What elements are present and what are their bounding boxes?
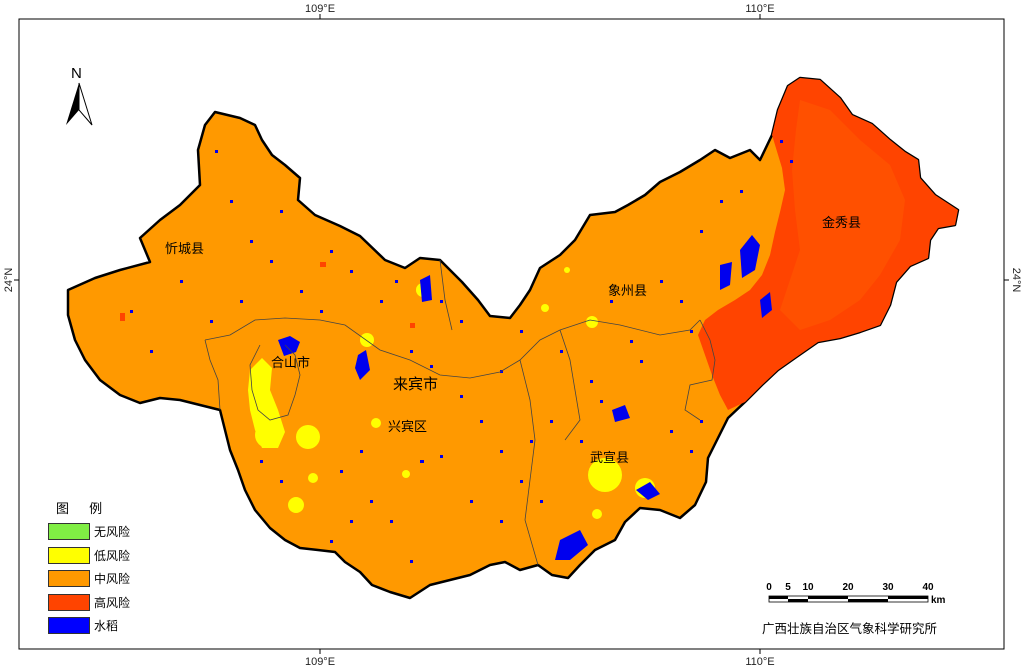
label-xincheng: 忻城县 xyxy=(165,242,204,257)
legend-item-low: 低风险 xyxy=(48,544,130,568)
legend: 无风险 低风险 中风险 高风险 水稻 xyxy=(48,520,130,638)
legend-swatch xyxy=(48,546,90,564)
label-laibin: 来宾市 xyxy=(393,375,438,393)
county-boundaries xyxy=(204,259,716,566)
legend-item-medium: 中风险 xyxy=(48,567,130,591)
north-label: N xyxy=(71,65,82,82)
legend-swatch xyxy=(48,617,90,635)
legend-label: 低风险 xyxy=(94,548,131,563)
scale-unit: km xyxy=(931,595,946,606)
scale-bar: 0 5 10 20 30 40 km xyxy=(766,582,946,606)
right-lat-label: 24°N xyxy=(1010,268,1022,293)
legend-item-none: 无风险 xyxy=(48,520,130,544)
top-lon-label-right: 110°E xyxy=(745,3,774,15)
legend-swatch xyxy=(48,570,90,588)
top-lon-label-left: 109°E xyxy=(305,3,335,15)
legend-item-rice: 水稻 xyxy=(48,614,130,638)
label-jinxiu: 金秀县 xyxy=(822,215,861,231)
legend-swatch xyxy=(48,593,90,611)
scale-tick-label: 20 xyxy=(842,582,854,593)
scale-tick-label: 40 xyxy=(922,582,934,593)
bottom-lon-label-right: 110°E xyxy=(745,656,774,668)
legend-label: 无风险 xyxy=(94,525,131,540)
scale-tick-label: 0 xyxy=(766,582,772,593)
legend-title: 图 例 xyxy=(56,502,111,517)
credit-text: 广西壮族自治区气象科学研究所 xyxy=(762,621,938,636)
left-lat-label: 24°N xyxy=(3,268,15,293)
legend-item-high: 高风险 xyxy=(48,591,130,615)
scale-tick-label: 10 xyxy=(802,582,814,593)
legend-label: 高风险 xyxy=(94,595,131,610)
map-frame xyxy=(18,18,1005,650)
scale-tick-label: 5 xyxy=(785,582,791,593)
scale-tick-label: 30 xyxy=(882,582,894,593)
high-risk-spots xyxy=(120,262,415,328)
rice-patches xyxy=(130,140,793,563)
bottom-lon-label-left: 109°E xyxy=(305,656,335,668)
region-high-risk-core xyxy=(780,100,905,330)
legend-swatch xyxy=(48,523,90,541)
north-arrow-icon: N xyxy=(66,65,93,126)
label-xiangzhou: 象州县 xyxy=(608,284,647,299)
label-heshan: 合山市 xyxy=(271,355,310,371)
legend-label: 中风险 xyxy=(94,572,131,587)
legend-label: 水稻 xyxy=(94,619,119,634)
label-xingbin: 兴宾区 xyxy=(388,419,427,435)
label-wuxuan: 武宣县 xyxy=(590,450,629,466)
